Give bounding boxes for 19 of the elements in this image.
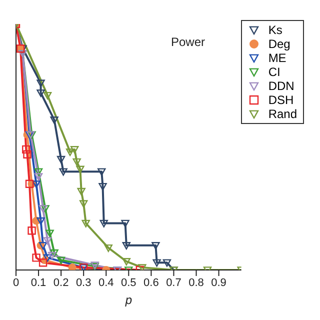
x-tick-label: 0.5 bbox=[121, 276, 136, 289]
legend-label: DDN bbox=[268, 79, 294, 93]
x-tick-label: 0.8 bbox=[188, 276, 204, 289]
x-tick-label: 0.7 bbox=[166, 276, 182, 289]
x-tick-label: 0.9 bbox=[211, 276, 226, 289]
x-tick-label: 0.4 bbox=[98, 276, 114, 289]
x-tick-label: 0.3 bbox=[76, 276, 92, 289]
legend-label: ME bbox=[268, 51, 286, 65]
legend-label: DSH bbox=[268, 93, 294, 107]
text: Power bbox=[170, 35, 206, 49]
legend-label: Deg bbox=[268, 37, 290, 51]
x-tick-label: 0 bbox=[12, 276, 20, 289]
legend-label: CI bbox=[268, 65, 280, 79]
x-tick-label: 0.6 bbox=[144, 276, 159, 289]
x-tick-label: 0.1 bbox=[30, 276, 46, 289]
legend-label: Ks bbox=[268, 23, 282, 37]
legend-label: Rand bbox=[268, 107, 297, 121]
x-axis-title: p bbox=[124, 293, 132, 307]
x-tick-label: 0.2 bbox=[53, 276, 69, 289]
